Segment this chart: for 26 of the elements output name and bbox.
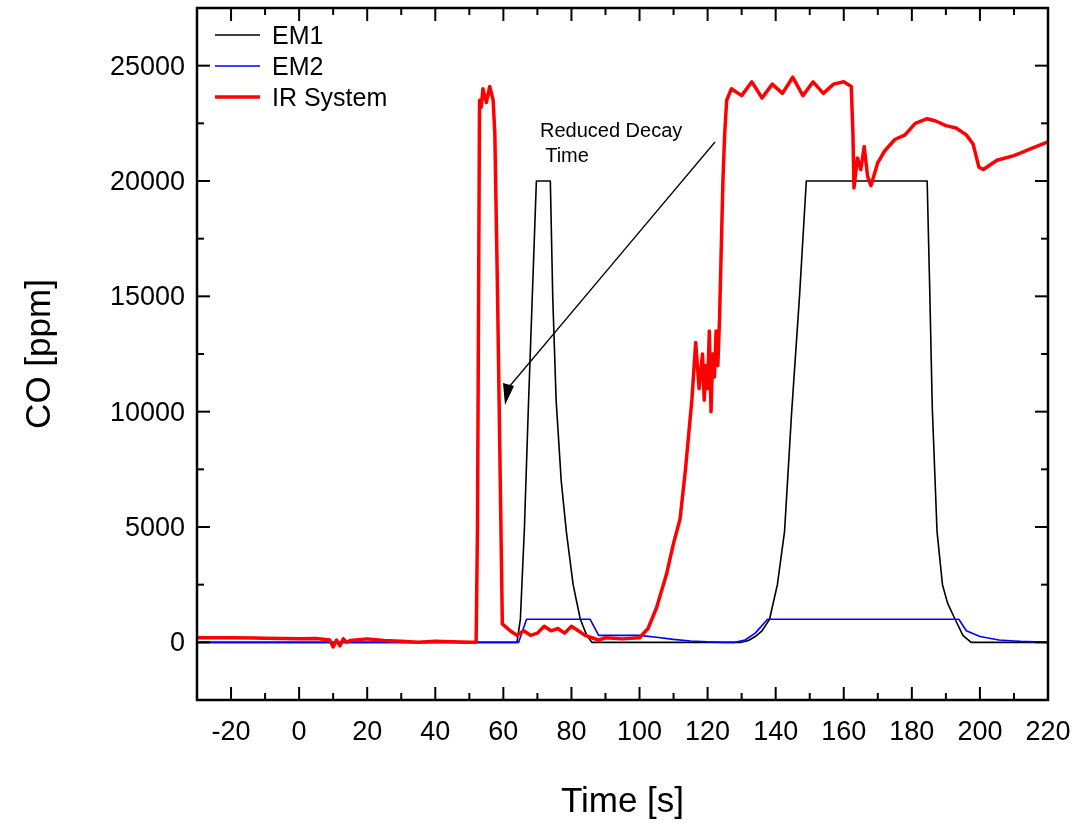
x-tick-label: 0 bbox=[291, 716, 307, 746]
annotation: Reduced Decay Time bbox=[540, 119, 683, 166]
x-tick-label: 60 bbox=[488, 716, 519, 746]
x-axis-title: Time [s] bbox=[560, 780, 685, 819]
x-tick-label: -20 bbox=[211, 716, 251, 746]
y-tick-label: 10000 bbox=[109, 396, 185, 427]
y-axis-title: CO [ppm] bbox=[18, 279, 57, 429]
x-tick-label: 140 bbox=[753, 716, 799, 746]
y-tick-label: 0 bbox=[169, 627, 185, 658]
legend-label: EM2 bbox=[272, 52, 324, 80]
y-tick-label: 5000 bbox=[124, 512, 185, 542]
x-tick-label: 160 bbox=[821, 716, 867, 746]
x-tick-label: 220 bbox=[1025, 716, 1071, 746]
y-tick-label: 15000 bbox=[109, 281, 185, 312]
x-tick-label: 100 bbox=[616, 716, 663, 746]
x-tick-label: 120 bbox=[685, 716, 731, 746]
legend-label: EM1 bbox=[272, 21, 324, 49]
x-tick-label: 200 bbox=[957, 716, 1003, 746]
y-tick-label: 20000 bbox=[109, 166, 185, 196]
x-tick-label: 20 bbox=[352, 716, 383, 746]
legend-label: IR System bbox=[272, 83, 388, 111]
line-series bbox=[197, 75, 1048, 649]
x-tick-label: 40 bbox=[420, 716, 451, 746]
x-tick-label: 180 bbox=[889, 716, 935, 746]
y-tick-label: 25000 bbox=[109, 50, 185, 81]
x-tick-label: 80 bbox=[556, 716, 587, 746]
